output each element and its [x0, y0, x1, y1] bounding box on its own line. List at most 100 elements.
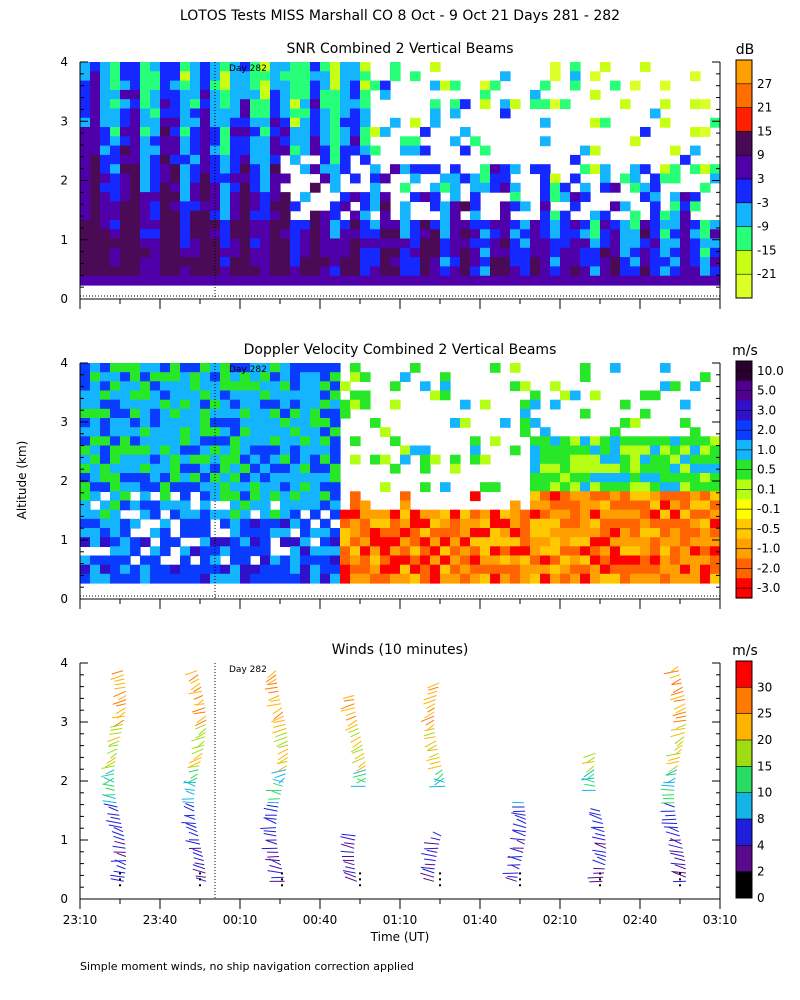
heatmap-cell: [340, 564, 351, 575]
colorbar-tick-label: 21: [757, 101, 772, 115]
heatmap-cell: [570, 500, 581, 511]
heatmap-cell: [530, 399, 541, 410]
heatmap-cell: [600, 266, 611, 277]
heatmap-cell: [250, 390, 261, 401]
heatmap-cell: [230, 192, 241, 202]
heatmap-cell: [360, 528, 371, 538]
y-tick-label: 4: [60, 55, 68, 69]
heatmap-cell: [550, 463, 561, 474]
heatmap-cell: [170, 201, 181, 212]
heatmap-cell: [680, 463, 691, 474]
heatmap-cell: [580, 537, 591, 547]
wind-barb: [192, 848, 203, 853]
heatmap-cell: [400, 136, 411, 147]
heatmap-cell: [530, 99, 541, 110]
heatmap-cell: [700, 463, 711, 474]
wind-barb: [676, 723, 686, 730]
heatmap-cell: [280, 363, 291, 373]
heatmap-cell: [330, 210, 341, 221]
heatmap-cell: [110, 136, 121, 147]
heatmap-cell: [210, 182, 221, 193]
heatmap-cell: [180, 71, 191, 82]
wind-barb: [101, 773, 115, 777]
heatmap-cell: [360, 238, 371, 249]
heatmap-cell: [280, 482, 291, 492]
heatmap-cell: [350, 117, 361, 128]
heatmap-cell: [410, 145, 421, 156]
heatmap-cell: [160, 573, 171, 584]
heatmap-cell: [220, 537, 231, 547]
heatmap-cell: [140, 482, 151, 492]
wind-barb: [590, 808, 601, 812]
heatmap-cell: [240, 80, 251, 91]
heatmap-cell: [110, 266, 121, 277]
heatmap-cell: [350, 500, 361, 511]
heatmap-cell: [320, 117, 331, 128]
heatmap-cell: [280, 257, 291, 267]
heatmap-cell: [170, 192, 181, 202]
colorbar-tick-label: 1.0: [757, 443, 776, 457]
wind-barb: [424, 728, 435, 732]
heatmap-cell: [160, 108, 171, 119]
heatmap-cell: [380, 220, 391, 230]
heatmap-cell: [570, 275, 581, 286]
wind-barb: [188, 756, 202, 764]
heatmap-cell: [310, 108, 321, 119]
heatmap-cell: [400, 500, 411, 511]
heatmap-cell: [290, 266, 301, 277]
heatmap-cell: [160, 257, 171, 267]
wind-barb: [670, 666, 679, 673]
heatmap-cell: [230, 555, 241, 566]
heatmap-cell: [700, 546, 711, 557]
heatmap-cell: [110, 275, 121, 286]
wind-barb: [427, 682, 440, 689]
heatmap-cell: [430, 546, 441, 557]
heatmap-cell: [230, 408, 241, 419]
heatmap-cell: [540, 238, 551, 249]
heatmap-cell: [220, 445, 231, 456]
heatmap-cell: [590, 266, 601, 277]
heatmap-cell: [310, 528, 321, 538]
heatmap-cell: [640, 257, 651, 267]
heatmap-cell: [520, 201, 531, 212]
heatmap-cell: [190, 266, 201, 277]
heatmap-cell: [290, 408, 301, 419]
wind-barb: [426, 703, 436, 709]
heatmap-cell: [110, 145, 121, 156]
heatmap-cell: [320, 154, 331, 165]
wind-barb: [343, 699, 355, 702]
heatmap-cell: [190, 229, 201, 240]
wind-barb: [666, 769, 678, 776]
heatmap-cell: [670, 257, 681, 267]
wind-barb: [191, 707, 206, 713]
heatmap-cell: [280, 71, 291, 82]
heatmap-cell: [230, 99, 241, 110]
x-axis-label: Time (UT): [370, 930, 430, 944]
wind-barb: [510, 837, 526, 841]
heatmap-cell: [630, 555, 641, 566]
heatmap-cell: [680, 573, 691, 584]
heatmap-cell: [570, 80, 581, 91]
wind-barb: [192, 852, 203, 857]
heatmap-cell: [290, 220, 301, 230]
heatmap-cell: [150, 89, 161, 100]
heatmap-cell: [220, 201, 231, 212]
heatmap-cell: [630, 509, 641, 520]
heatmap-cell: [290, 418, 301, 428]
heatmap-cell: [530, 220, 541, 230]
heatmap-cell: [650, 220, 661, 230]
heatmap-cell: [140, 275, 151, 286]
heatmap-cell: [260, 99, 271, 110]
heatmap-cell: [480, 238, 491, 249]
heatmap-cell: [110, 482, 121, 492]
heatmap-2: [80, 363, 721, 584]
heatmap-cell: [670, 173, 681, 184]
wind-barb: [670, 732, 685, 738]
heatmap-cell: [530, 436, 541, 447]
heatmap-cell: [160, 229, 171, 240]
heatmap-cell: [140, 257, 151, 267]
heatmap-cell: [240, 238, 251, 249]
heatmap-cell: [500, 546, 511, 557]
heatmap-cell: [550, 238, 561, 249]
heatmap-cell: [300, 528, 311, 538]
